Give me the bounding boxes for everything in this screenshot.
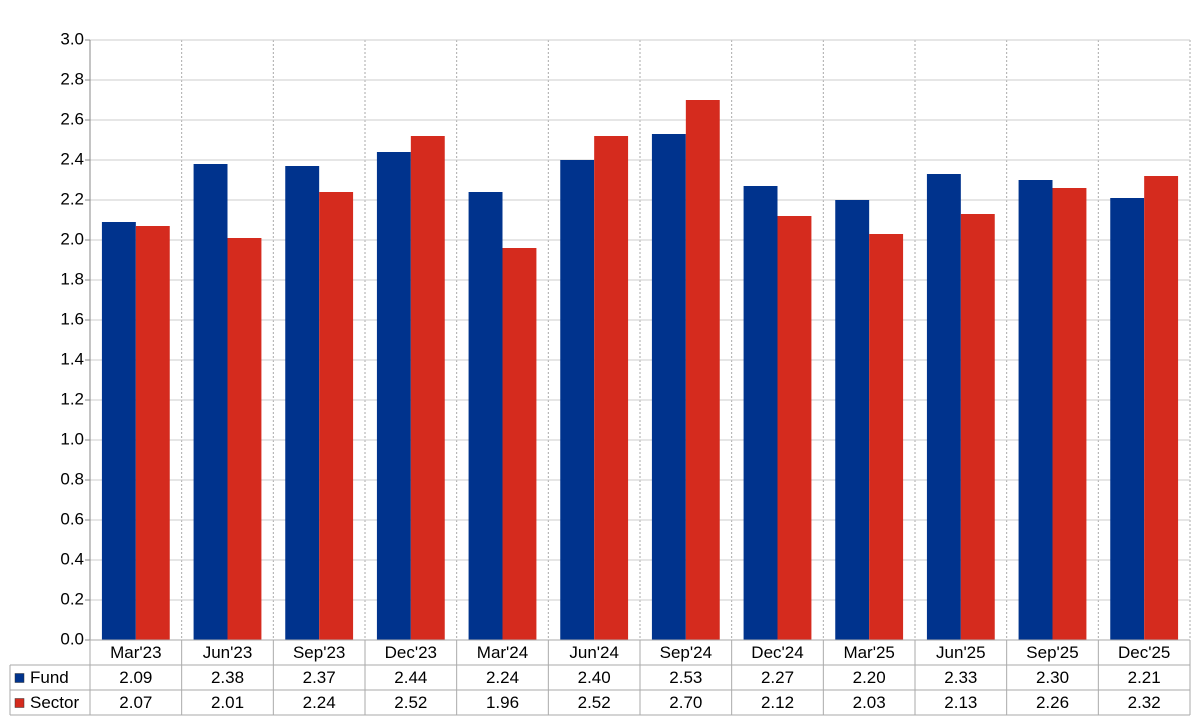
y-tick-label: 1.4 — [60, 349, 84, 368]
table-value: 2.13 — [944, 693, 977, 712]
bar — [835, 200, 870, 640]
bar — [743, 186, 778, 640]
x-tick-label: Sep'24 — [660, 643, 712, 662]
x-tick-label: Dec'24 — [751, 643, 803, 662]
bar — [502, 248, 537, 640]
bar — [193, 164, 228, 640]
x-tick-label: Sep'23 — [293, 643, 345, 662]
y-tick-label: 2.0 — [60, 229, 84, 248]
bar — [285, 166, 320, 640]
legend-swatch — [14, 673, 25, 683]
table-value: 2.38 — [211, 668, 244, 687]
x-tick-label: Mar'23 — [110, 643, 161, 662]
x-tick-label: Jun'25 — [936, 643, 986, 662]
table-value: 2.27 — [761, 668, 794, 687]
y-tick-label: 1.0 — [60, 429, 84, 448]
table-value: 2.53 — [669, 668, 702, 687]
legend-swatch — [14, 698, 25, 708]
bar — [869, 234, 904, 640]
table-value: 2.52 — [394, 693, 427, 712]
legend-label: Sector — [30, 693, 79, 712]
bar — [410, 136, 445, 640]
bar — [651, 134, 686, 640]
bar — [560, 160, 595, 640]
table-value: 2.24 — [486, 668, 519, 687]
y-tick-label: 0.8 — [60, 469, 84, 488]
x-tick-label: Mar'25 — [843, 643, 894, 662]
table-value: 2.40 — [578, 668, 611, 687]
bar — [960, 214, 995, 640]
bar — [376, 152, 411, 640]
table-value: 2.33 — [944, 668, 977, 687]
table-value: 2.37 — [303, 668, 336, 687]
x-tick-label: Mar'24 — [477, 643, 528, 662]
y-tick-label: 3.0 — [60, 29, 84, 48]
bar — [1052, 188, 1087, 640]
table-value: 2.03 — [853, 693, 886, 712]
x-tick-label: Dec'23 — [385, 643, 437, 662]
table-value: 2.70 — [669, 693, 702, 712]
table-value: 2.12 — [761, 693, 794, 712]
bar — [319, 192, 354, 640]
y-tick-label: 0.2 — [60, 589, 84, 608]
bar — [227, 238, 262, 640]
table-value: 2.26 — [1036, 693, 1069, 712]
table-value: 2.44 — [394, 668, 427, 687]
x-tick-label: Jun'23 — [203, 643, 253, 662]
legend-label: Fund — [30, 668, 69, 687]
bar — [468, 192, 503, 640]
table-value: 2.09 — [119, 668, 152, 687]
y-tick-label: 2.6 — [60, 109, 84, 128]
x-tick-label: Jun'24 — [569, 643, 619, 662]
bar — [1018, 180, 1053, 640]
y-tick-label: 0.4 — [60, 549, 84, 568]
bar — [594, 136, 629, 640]
y-tick-label: 0.6 — [60, 509, 84, 528]
y-tick-label: 0.0 — [60, 629, 84, 648]
y-tick-label: 1.8 — [60, 269, 84, 288]
table-value: 2.21 — [1128, 668, 1161, 687]
bar — [926, 174, 961, 640]
x-tick-label: Dec'25 — [1118, 643, 1170, 662]
y-tick-label: 2.2 — [60, 189, 84, 208]
x-tick-label: Sep'25 — [1026, 643, 1078, 662]
bar — [777, 216, 812, 640]
table-value: 2.52 — [578, 693, 611, 712]
table-value: 2.20 — [853, 668, 886, 687]
table-value: 2.24 — [303, 693, 336, 712]
table-value: 2.32 — [1128, 693, 1161, 712]
bar — [135, 226, 170, 640]
bar — [685, 100, 720, 640]
y-tick-label: 1.2 — [60, 389, 84, 408]
table-value: 2.07 — [119, 693, 152, 712]
table-value: 2.30 — [1036, 668, 1069, 687]
table-value: 2.01 — [211, 693, 244, 712]
table-value: 1.96 — [486, 693, 519, 712]
y-tick-label: 1.6 — [60, 309, 84, 328]
bar — [1144, 176, 1179, 640]
bar — [1110, 198, 1145, 640]
y-tick-label: 2.4 — [60, 149, 84, 168]
y-tick-label: 2.8 — [60, 69, 84, 88]
bar — [101, 222, 136, 640]
